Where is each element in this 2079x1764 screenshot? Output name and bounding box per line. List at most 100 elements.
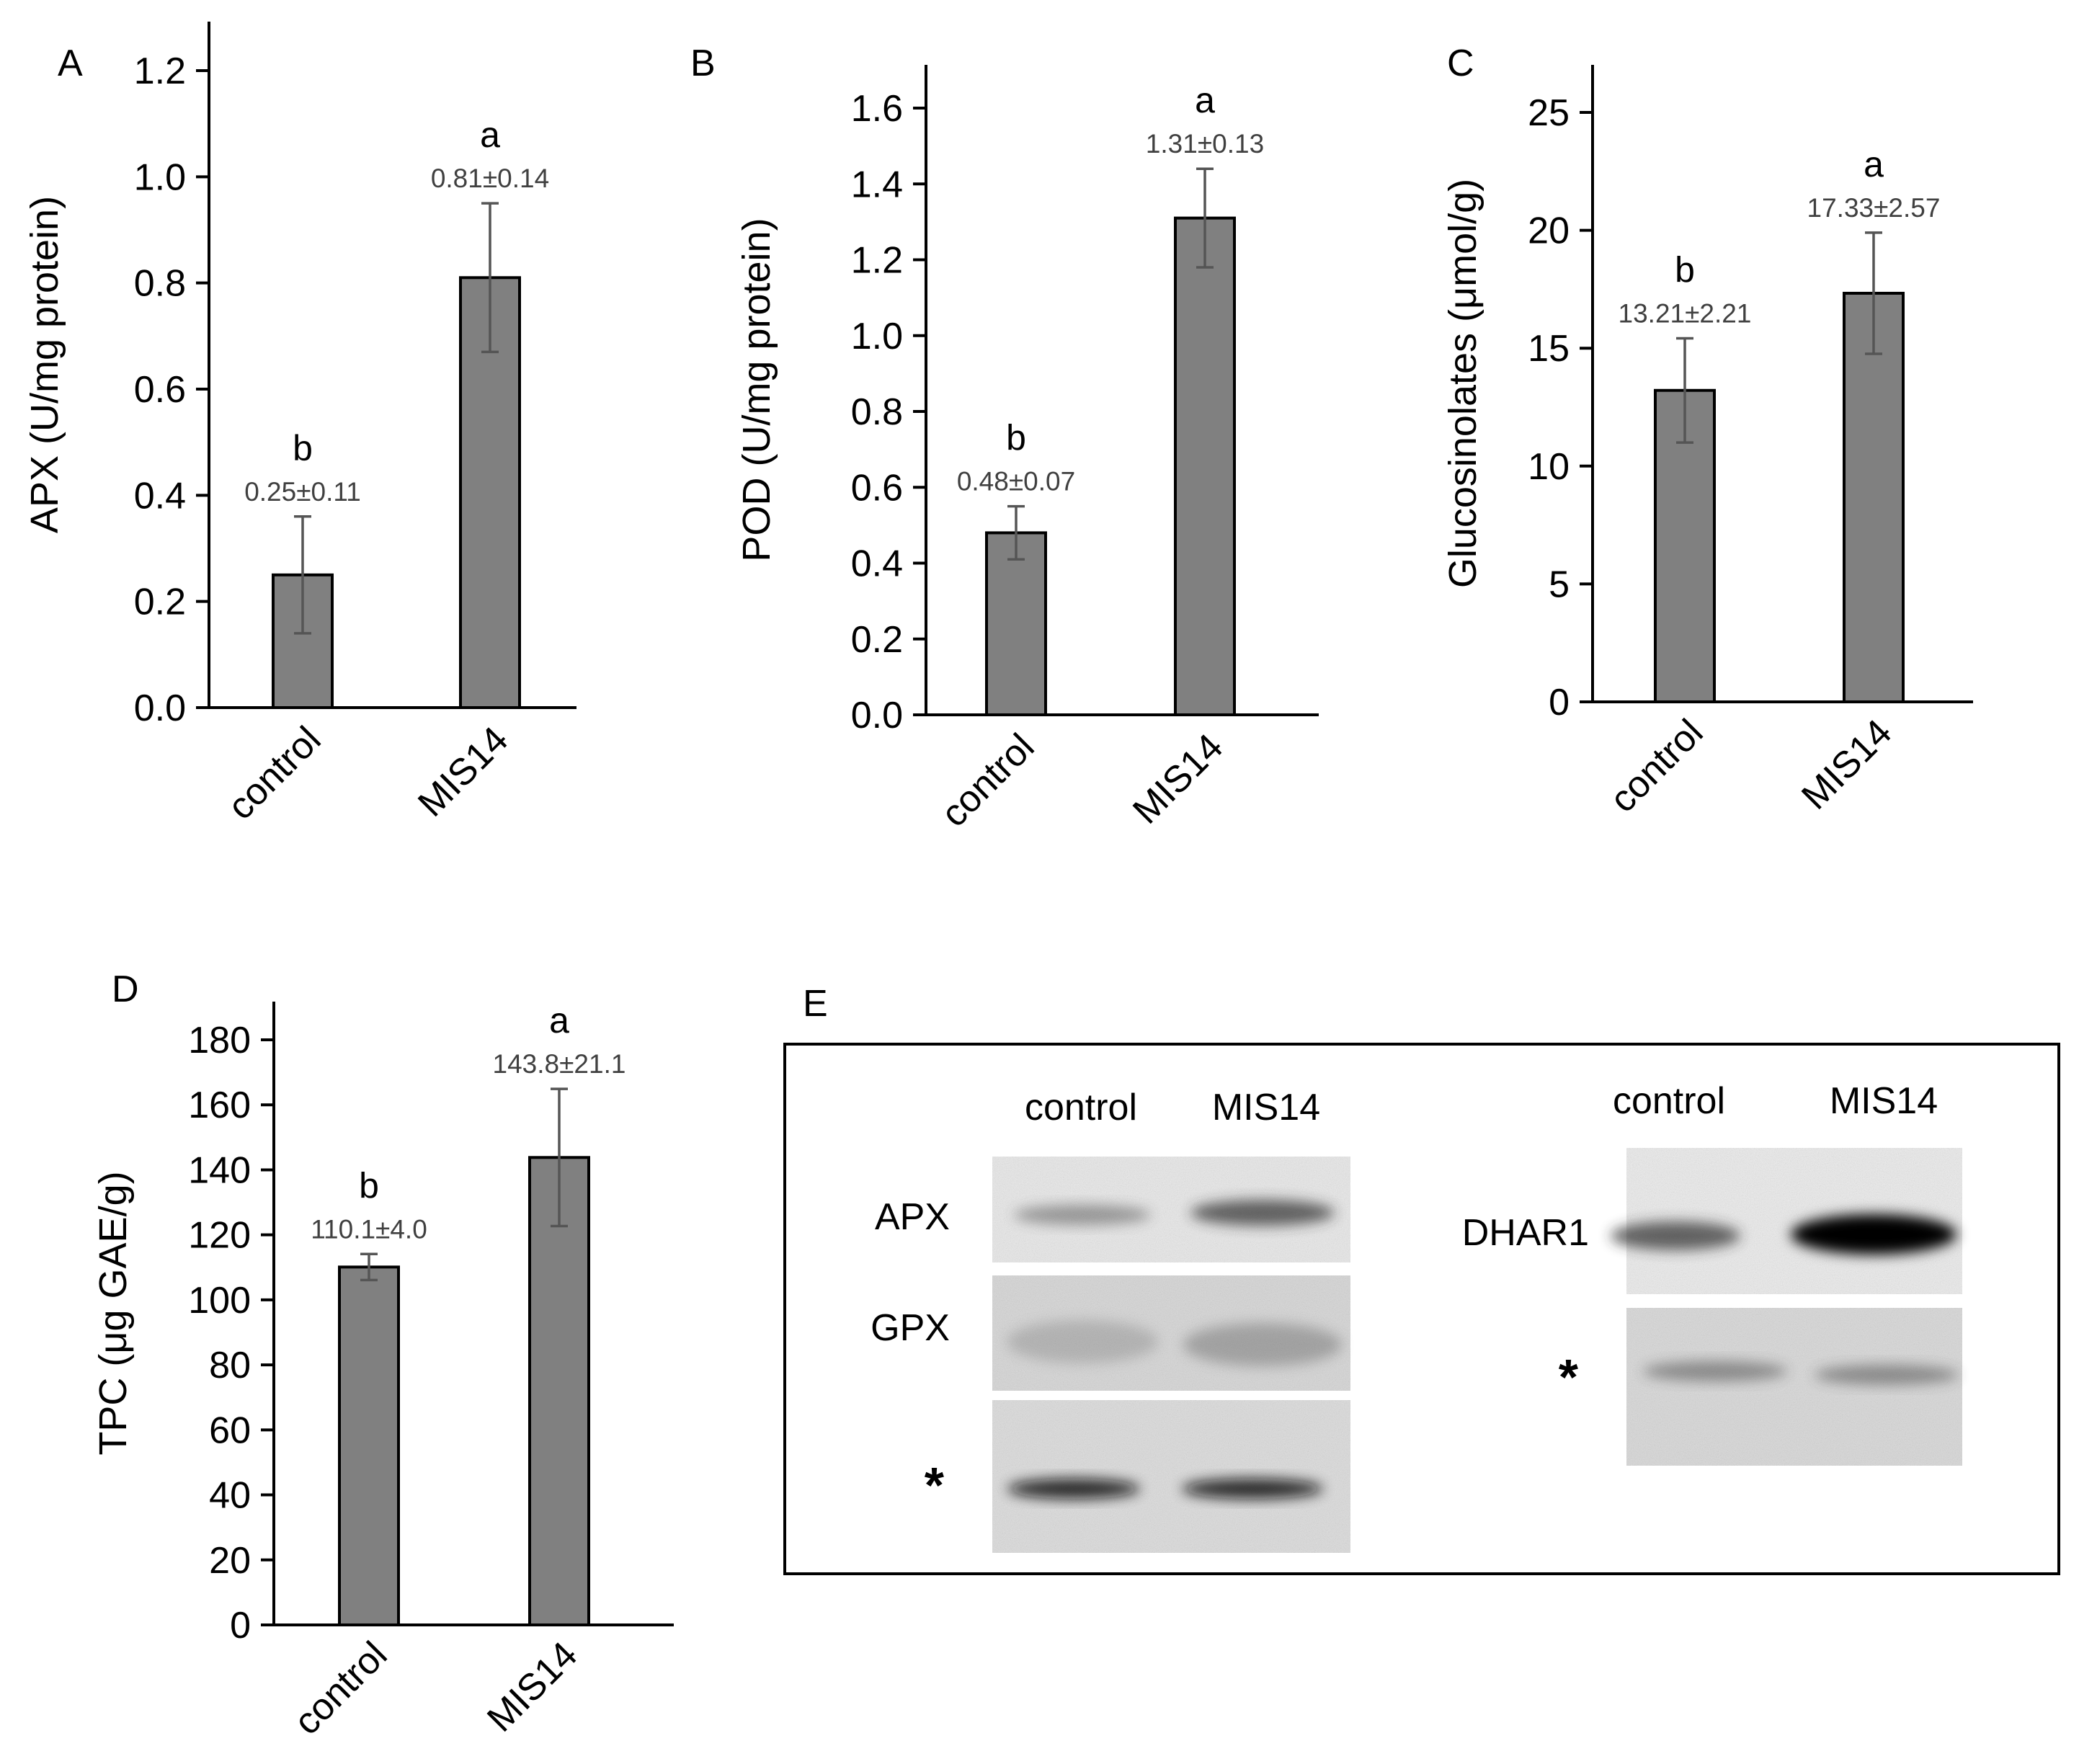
band-loading-left-control xyxy=(1007,1479,1140,1499)
category-label: control xyxy=(220,718,329,827)
blot-strip-loading-right xyxy=(1626,1308,1962,1466)
y-tick-label: 5 xyxy=(1549,564,1570,605)
y-tick-label: 180 xyxy=(188,1020,251,1061)
blot-left-column-mis14: MIS14 xyxy=(1212,1087,1320,1128)
y-axis-label: APX (U/mg protein) xyxy=(23,196,66,533)
bar-mis14 xyxy=(528,1156,590,1626)
band-dhar1-mis14 xyxy=(1791,1214,1956,1255)
y-tick-label: 20 xyxy=(1528,210,1570,252)
band-apx-control xyxy=(1014,1205,1151,1225)
band-loading-left-mis14 xyxy=(1182,1479,1323,1499)
y-tick-label: 0.6 xyxy=(134,369,186,411)
error-bar xyxy=(551,1087,568,1228)
blot-row-label-loading-left: * xyxy=(925,1457,945,1513)
band-loading-right-mis14 xyxy=(1815,1365,1959,1385)
y-tick-label: 100 xyxy=(188,1280,251,1322)
error-bar xyxy=(1196,167,1214,269)
data-label: 17.33±2.57 xyxy=(1807,193,1941,223)
y-tick-label: 140 xyxy=(188,1149,251,1191)
y-tick-label: 1.2 xyxy=(851,240,903,282)
chart-panel-tpc: D 0 20 40 60 80 100 120 140 160 180 TPC (μg GAE/g) 1… xyxy=(92,968,674,1743)
y-axis-label: TPC (μg GAE/g) xyxy=(92,1171,135,1455)
y-tick-label: 1.4 xyxy=(851,164,903,205)
category-label: control xyxy=(1602,711,1711,820)
significance-letter: a xyxy=(1864,144,1884,184)
band-loading-right-control xyxy=(1643,1361,1787,1381)
blot-frame xyxy=(783,1043,2060,1575)
error-bar xyxy=(1007,504,1025,561)
y-axis-label: Glucosinolates (μmol/g) xyxy=(1441,179,1484,588)
chart-panel-glucosinolates: C 0 5 10 15 20 25 Glucosinolates (μmol/g) 13.21±… xyxy=(1441,43,1973,821)
band-gpx-mis14 xyxy=(1183,1323,1342,1366)
bar-mis14 xyxy=(1174,216,1236,716)
error-bar xyxy=(481,202,499,354)
blot-right-column-mis14: MIS14 xyxy=(1830,1080,1938,1122)
category-label: MIS14 xyxy=(479,1634,585,1740)
error-bar xyxy=(294,515,311,635)
panel-letter-a: A xyxy=(58,43,83,84)
y-tick-label: 0.2 xyxy=(134,582,186,623)
bar-control xyxy=(985,531,1047,717)
blot-left-column-control: control xyxy=(1025,1087,1137,1128)
blot-strip-gpx xyxy=(992,1275,1350,1391)
data-label: 110.1±4.0 xyxy=(311,1214,427,1244)
data-label: 0.48±0.07 xyxy=(957,467,1075,496)
y-tick-label: 0.2 xyxy=(851,619,903,661)
y-tick-label: 0.4 xyxy=(851,543,903,585)
y-tick-label: 1.6 xyxy=(851,88,903,130)
y-tick-label: 160 xyxy=(188,1084,251,1126)
significance-letter: b xyxy=(293,428,313,468)
chart-panel-pod: B 0.0 0.2 0.4 0.6 0.8 1.0 1.2 1.4 1.6 POD (U/mg pr… xyxy=(690,43,1319,835)
panel-letter-e: E xyxy=(803,983,828,1025)
y-tick-label: 120 xyxy=(188,1215,251,1257)
bar-control xyxy=(338,1265,400,1626)
y-tick-label: 0.8 xyxy=(134,263,186,305)
panel-letter-d: D xyxy=(112,968,139,1010)
y-tick-label: 0.6 xyxy=(851,467,903,509)
data-label: 0.81±0.14 xyxy=(431,164,549,193)
y-tick-label: 80 xyxy=(209,1345,251,1386)
band-gpx-control xyxy=(1007,1320,1158,1363)
significance-letter: a xyxy=(1195,80,1215,120)
y-tick-label: 0.8 xyxy=(851,391,903,433)
y-tick-label: 25 xyxy=(1528,92,1570,134)
y-axis-label: POD (U/mg protein) xyxy=(735,218,778,561)
y-tick-label: 60 xyxy=(209,1409,251,1451)
blot-strip-dhar1 xyxy=(1611,1148,1962,1294)
category-label: control xyxy=(286,1634,395,1742)
significance-letter: a xyxy=(480,115,500,155)
y-tick-label: 1.0 xyxy=(851,316,903,357)
significance-letter: b xyxy=(1675,249,1695,290)
blot-strip-loading-left xyxy=(992,1400,1350,1553)
blot-row-label-dhar1: DHAR1 xyxy=(1462,1212,1589,1254)
y-tick-label: 20 xyxy=(209,1540,251,1582)
category-label: control xyxy=(933,726,1042,834)
error-bar xyxy=(1865,231,1882,355)
category-label: MIS14 xyxy=(1125,726,1231,832)
y-tick-label: 1.2 xyxy=(134,50,186,92)
blot-row-label-loading-right: * xyxy=(1559,1349,1579,1405)
y-tick-label: 0.0 xyxy=(851,695,903,736)
significance-letter: b xyxy=(1006,418,1026,458)
y-tick-label: 40 xyxy=(209,1475,251,1517)
y-tick-label: 0 xyxy=(1549,682,1570,723)
data-label: 13.21±2.21 xyxy=(1619,298,1752,328)
y-tick-label: 0 xyxy=(230,1605,251,1647)
error-bar xyxy=(1676,337,1693,444)
band-dhar1-control xyxy=(1611,1221,1740,1250)
panel-letter-b: B xyxy=(690,43,716,84)
data-label: 0.25±0.11 xyxy=(244,477,361,507)
blot-row-label-gpx: GPX xyxy=(871,1307,950,1349)
error-bar xyxy=(360,1252,378,1282)
significance-letter: a xyxy=(549,1000,569,1041)
y-tick-label: 0.0 xyxy=(134,687,186,729)
blot-row-label-apx: APX xyxy=(875,1196,950,1238)
y-tick-label: 1.0 xyxy=(134,156,186,198)
chart-panel-apx: A 0.0 0.2 0.4 0.6 0.8 1.0 1.2 APX (U/mg protein)… xyxy=(23,22,576,828)
y-tick-label: 15 xyxy=(1528,328,1570,370)
panel-letter-c: C xyxy=(1447,43,1474,84)
blot-panel: E control MIS14 APX GPX * control xyxy=(783,983,2060,1575)
blot-strip-apx xyxy=(992,1157,1350,1262)
band-apx-mis14 xyxy=(1190,1200,1335,1226)
